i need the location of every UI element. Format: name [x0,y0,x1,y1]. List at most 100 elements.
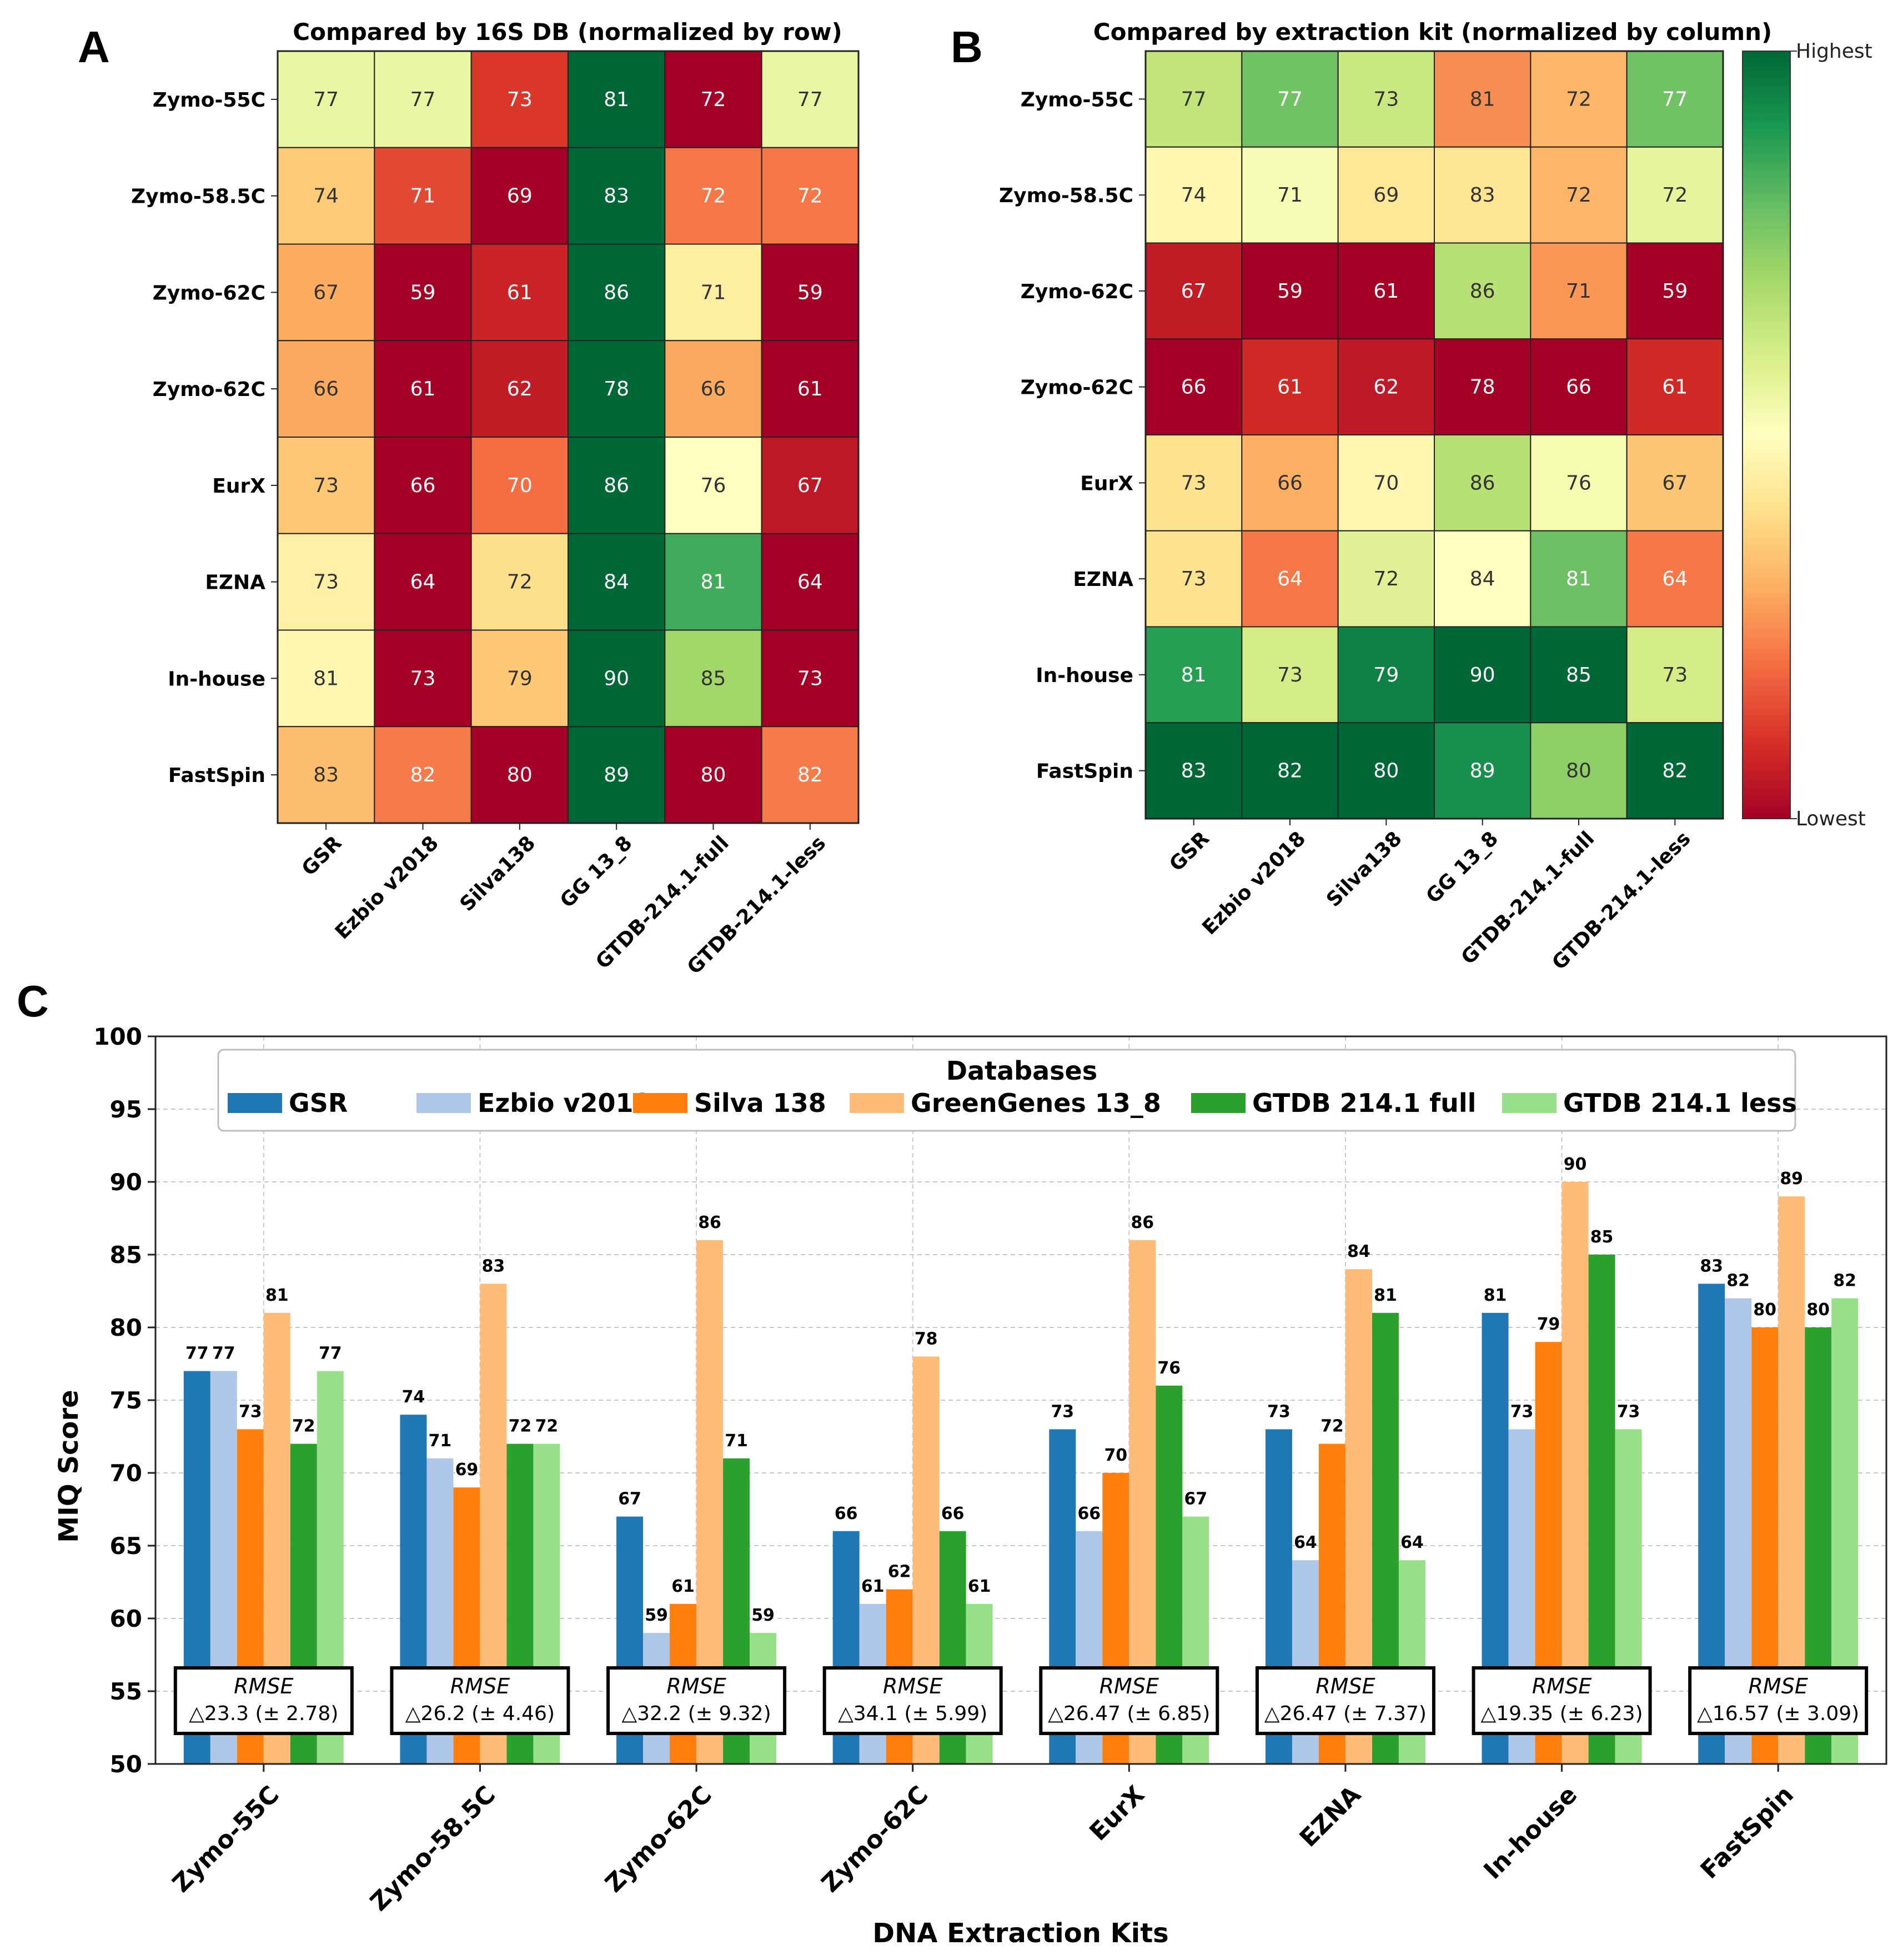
bar-value-label: 62 [888,1562,911,1582]
heatmap-b-value: 73 [1662,664,1688,686]
heatmap-b-value: 66 [1566,376,1591,399]
bar-value-label: 72 [535,1417,559,1436]
x-axis-label: DNA Extraction Kits [872,1918,1169,1949]
heatmap-a-cell [664,726,762,824]
heatmap-a-cell [568,533,666,631]
rmse-title: RMSE [1532,1674,1591,1698]
heatmap-a-value: 66 [701,378,726,400]
heatmap-a-cell [761,51,859,148]
bar-value-label: 82 [1833,1271,1856,1291]
rmse-value: △34.1 (± 5.99) [838,1702,987,1725]
heatmap-a-cell [761,147,859,245]
heatmap-a-cell [374,243,472,342]
heatmap-b-title: Compared by extraction kit (normalized b… [1093,18,1772,46]
heatmap-a-cell [761,726,859,824]
heatmap-b-cell [1241,530,1339,628]
heatmap-a: 77 77 73 81 72 77 74 71 69 83 72 72 67 59 61 86 71 59 66 61… [131,50,860,979]
heatmap-a-cell [568,629,666,728]
heatmap-b-value: 77 [1181,88,1207,111]
heatmap-a-cell [568,340,666,438]
y-tick-label: 80 [110,1314,142,1341]
heatmap-a-row-label: FastSpin [168,764,265,787]
heatmap-b-cell [1337,146,1435,244]
rmse-box [606,1666,787,1736]
bar-value-label: 70 [1104,1446,1127,1465]
heatmap-b-frame [1144,50,1724,820]
legend-swatch [1502,1093,1556,1113]
bar-value-label: 83 [482,1256,505,1276]
heatmap-b-cell [1337,434,1435,532]
heatmap-a-value: 73 [313,571,339,594]
heatmap-b-value: 64 [1662,568,1688,590]
heatmap-b-value: 76 [1566,472,1591,494]
heatmap-a-value: 77 [797,88,823,111]
legend-swatch [228,1093,282,1113]
heatmap-b-value: 81 [1181,664,1207,686]
heatmap-a-value: 61 [797,378,823,400]
heatmap-a-cell [664,437,762,534]
bar-value-label: 67 [1184,1490,1207,1509]
rmse-value: △19.35 (± 6.23) [1481,1702,1643,1725]
heatmap-b-cell [1434,626,1532,724]
y-tick-label: 85 [110,1241,142,1269]
heatmap-a-cell [374,340,472,438]
y-tick-label: 70 [110,1460,142,1487]
heatmap-a-value: 66 [410,474,436,497]
heatmap-a-cell [664,533,762,631]
heatmap-a-value: 71 [410,185,436,208]
bar-value-label: 81 [1484,1286,1507,1305]
heatmap-b-value: 72 [1662,184,1688,207]
bar-value-label: 73 [1267,1402,1291,1421]
rmse-box [1255,1666,1435,1736]
heatmap-b-cell [1241,242,1339,340]
heatmap-b-cell [1434,530,1532,628]
heatmap-a-value: 59 [410,281,436,304]
heatmap-b-value: 66 [1181,376,1207,399]
rmse-box [822,1666,1003,1736]
bar-value-label: 77 [212,1344,235,1364]
legend-item-label: GreenGenes 13_8 [911,1088,1161,1118]
heatmap-b-cell [1241,146,1339,244]
panel-letter-a: A [78,22,110,72]
heatmap-b-value: 79 [1373,664,1399,686]
heatmap-a-row-label: EurX [212,475,265,498]
heatmap-b-cell [1241,338,1339,435]
heatmap-b-cell [1530,338,1628,435]
bar-value-label: 73 [239,1402,262,1421]
heatmap-b-value: 73 [1277,664,1303,686]
bar-value-label: 82 [1726,1271,1750,1291]
heatmap-a-cell [664,147,762,245]
heatmap-b-value: 72 [1373,568,1399,590]
heatmap-a-value: 84 [604,571,629,594]
y-tick-label: 75 [110,1387,142,1414]
rmse-title: RMSE [1099,1674,1159,1698]
legend: Databases GSR Ezbio v2018 Silva 138 GreenGe… [217,1049,1797,1132]
heatmap-a-value: 86 [604,474,629,497]
heatmap-a-value: 73 [313,474,339,497]
heatmap-a-value: 70 [507,474,533,497]
heatmap-a-value: 83 [313,764,339,786]
bar-value-label: 89 [1780,1169,1803,1189]
colorbar-low-label: Lowest [1796,808,1866,830]
legend-swatch [850,1093,904,1113]
legend-swatch [633,1093,687,1113]
heatmap-a-value: 64 [797,571,823,594]
heatmap-b-value: 61 [1373,280,1399,303]
rmse-value: △16.57 (± 3.09) [1697,1702,1859,1725]
heatmap-a-cell [374,629,472,728]
heatmap-b-value: 62 [1373,376,1399,399]
heatmap-a-title: Compared by 16S DB (normalized by row) [293,18,842,46]
rmse-box [173,1666,354,1736]
heatmap-b-value: 64 [1277,568,1303,590]
heatmap-a-value: 72 [797,185,823,208]
heatmap-a-cell [761,437,859,534]
heatmap-b-value: 70 [1373,472,1399,494]
rmse-box [1472,1666,1652,1736]
heatmap-b-value: 61 [1662,376,1688,399]
heatmap-b-row-label: Zymo-62C [1021,280,1133,303]
heatmap-b-value: 73 [1373,88,1399,111]
heatmap-b-value: 80 [1373,760,1399,783]
heatmap-b-value: 61 [1277,376,1303,399]
bar-value-label: 80 [1753,1300,1776,1320]
